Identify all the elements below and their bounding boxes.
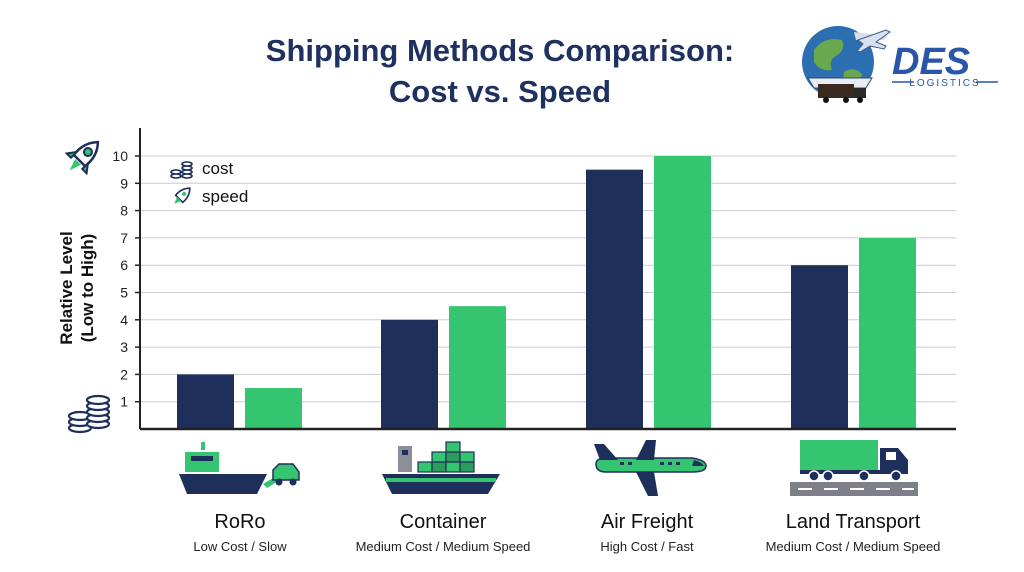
category-note: Medium Cost / Medium Speed bbox=[355, 539, 531, 554]
roro-ship-icon bbox=[179, 442, 300, 494]
airplane-icon bbox=[594, 440, 707, 496]
chart-title: Shipping Methods Comparison: Cost vs. Sp… bbox=[200, 30, 800, 112]
des-logistics-logo: DES LOGISTICS bbox=[802, 26, 998, 103]
category-note: Low Cost / Slow bbox=[193, 539, 287, 554]
category-note: High Cost / Fast bbox=[600, 539, 694, 554]
category-roro: RoRo Low Cost / Slow bbox=[115, 510, 365, 556]
y-ticks: 1 2 3 4 5 6 7 8 9 10 bbox=[112, 148, 140, 410]
truck-icon bbox=[818, 84, 854, 98]
chart-title-line2: Cost vs. Speed bbox=[388, 74, 612, 109]
category-name: RoRo bbox=[214, 511, 266, 533]
bar-speed-container bbox=[449, 306, 506, 429]
logo-sub: LOGISTICS bbox=[909, 78, 980, 89]
category-name: Air Freight bbox=[600, 511, 694, 533]
bar-speed-air-freight bbox=[654, 156, 711, 429]
legend-speed-icon bbox=[174, 187, 191, 204]
y-tick-label: 2 bbox=[120, 366, 128, 382]
bar-cost-container bbox=[381, 319, 438, 429]
y-tick-label: 4 bbox=[120, 312, 128, 328]
legend: cost speed bbox=[170, 159, 248, 206]
bar-cost-land-transport bbox=[791, 265, 848, 429]
bar-cost-air-freight bbox=[586, 169, 643, 429]
container-ship-icon bbox=[382, 441, 500, 494]
chart-title-line1: Shipping Methods Comparison: bbox=[265, 33, 735, 68]
category-container: Container Medium Cost / Medium Speed bbox=[318, 510, 568, 556]
plane-icon bbox=[856, 29, 891, 53]
category-name: Container bbox=[399, 511, 487, 533]
rocket-icon bbox=[64, 140, 100, 176]
bar-speed-roro bbox=[245, 388, 302, 429]
bar-speed-land-transport bbox=[859, 237, 916, 429]
y-tick-label: 7 bbox=[120, 230, 128, 246]
y-tick-label: 6 bbox=[120, 257, 128, 273]
coins-icon bbox=[67, 394, 111, 434]
bar-cost-roro bbox=[177, 374, 234, 429]
truck-icon bbox=[790, 440, 918, 496]
y-tick-label: 9 bbox=[120, 175, 128, 191]
y-tick-label: 10 bbox=[112, 148, 128, 164]
y-tick-label: 3 bbox=[120, 339, 128, 355]
category-land-transport: Land Transport Medium Cost / Medium Spee… bbox=[728, 510, 978, 556]
y-tick-label: 5 bbox=[120, 285, 128, 301]
legend-cost-icon bbox=[170, 161, 193, 179]
category-name: Land Transport bbox=[785, 511, 921, 533]
y-tick-label: 1 bbox=[120, 394, 128, 410]
category-air-freight: Air Freight High Cost / Fast bbox=[522, 510, 772, 556]
bars bbox=[177, 156, 916, 429]
logo-name: DES bbox=[892, 41, 970, 83]
category-note: Medium Cost / Medium Speed bbox=[765, 539, 941, 554]
legend-speed-label: speed bbox=[202, 187, 248, 206]
legend-cost-label: cost bbox=[202, 159, 233, 178]
y-tick-label: 8 bbox=[120, 203, 128, 219]
